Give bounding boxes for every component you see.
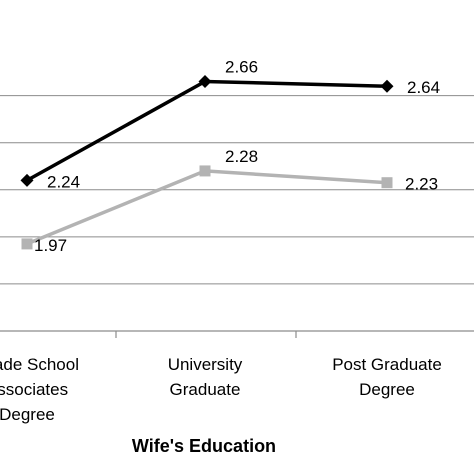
data-label: 1.97 — [34, 236, 67, 255]
data-label: 2.66 — [225, 57, 258, 76]
x-axis-title: Wife's Education — [132, 436, 276, 456]
x-tick-label: Associates — [0, 380, 68, 399]
series-2-point — [381, 177, 393, 189]
series-2-line — [26, 169, 388, 246]
series-1-point — [20, 173, 34, 187]
x-tick-label: Degree — [0, 405, 55, 424]
data-label: 2.28 — [225, 147, 258, 166]
x-tick-labels: Grade School Associates Degree University Gr… — [0, 355, 442, 424]
x-tick-label: Post Graduate — [332, 355, 442, 374]
series-2-point — [21, 238, 33, 250]
x-tick-label: Grade School — [0, 355, 79, 374]
gridlines — [0, 95, 474, 285]
data-label: 2.23 — [405, 175, 438, 194]
x-tick-label: University — [168, 355, 243, 374]
series-group: 2.24 2.66 2.64 1.97 2.28 2.23 — [20, 57, 440, 255]
data-label: 2.64 — [407, 78, 440, 97]
series-1-point — [198, 74, 212, 88]
series-2-point — [199, 165, 211, 177]
x-tick-label: Graduate — [170, 380, 241, 399]
series-1-point — [380, 79, 394, 93]
data-label: 2.24 — [47, 172, 80, 191]
x-tick-label: Degree — [359, 380, 415, 399]
x-axis — [0, 330, 474, 338]
